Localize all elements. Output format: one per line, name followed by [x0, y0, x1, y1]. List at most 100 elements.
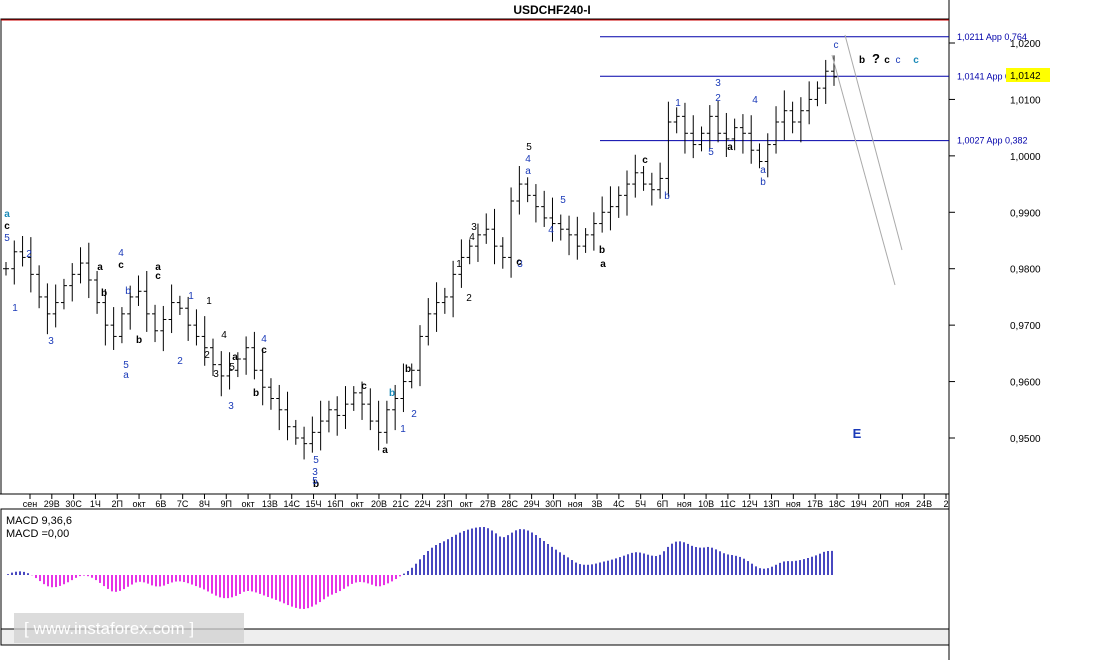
price-bar — [681, 102, 688, 154]
price-bar — [251, 331, 258, 380]
time-tick-label: 3В — [592, 499, 603, 509]
time-tick-label: 6П — [657, 499, 668, 509]
price-bar — [483, 213, 490, 244]
wave-label: a — [123, 370, 129, 381]
price-bar — [715, 100, 722, 143]
wave-label: E — [853, 426, 862, 441]
price-bar — [640, 166, 647, 191]
price-bar — [375, 400, 382, 451]
macd-label-params: MACD 9,36,6 — [6, 515, 72, 527]
time-tick-label: 23П — [436, 499, 452, 509]
wave-label: a — [97, 262, 103, 273]
wave-label: c — [834, 40, 839, 51]
wave-label: a — [760, 165, 766, 176]
time-tick-label: 30П — [545, 499, 561, 509]
macd-label-value: MACD =0,00 — [6, 528, 69, 540]
time-tick-label: 16П — [327, 499, 343, 509]
price-bar — [797, 97, 804, 143]
wave-label: b — [389, 388, 395, 399]
price-tick-label: 0,9700 — [1010, 321, 1041, 332]
wave-label: 3 — [312, 467, 318, 478]
wave-label: a — [727, 142, 733, 153]
time-tick-label: ноя — [677, 499, 692, 509]
price-bar — [549, 197, 556, 242]
time-tick-label: 30С — [65, 499, 82, 509]
price-bar — [259, 349, 266, 406]
time-tick-label: 20П — [872, 499, 888, 509]
price-bar — [85, 242, 92, 299]
time-tick-label: 17В — [807, 499, 823, 509]
time-tick-label: 22Ч — [415, 499, 431, 509]
time-tick-label: 28С — [502, 499, 519, 509]
wave-label: b — [859, 55, 865, 66]
time-tick-label: 2П — [111, 499, 122, 509]
price-bar — [789, 101, 796, 134]
price-bar — [226, 352, 233, 390]
wave-label: b — [253, 388, 259, 399]
wave-label: c — [118, 260, 124, 271]
time-tick-label: 27В — [480, 499, 496, 509]
wave-label: a — [525, 166, 531, 177]
wave-label: 5 — [313, 455, 319, 466]
price-bar — [615, 186, 622, 218]
time-tick-label: 24В — [916, 499, 932, 509]
price-bar — [706, 105, 713, 150]
wave-label: b — [599, 245, 605, 256]
time-tick-label: 14С — [283, 499, 300, 509]
time-tick-label: 10В — [698, 499, 714, 509]
price-bar — [474, 223, 481, 262]
time-tick-label: 9П — [221, 499, 232, 509]
time-tick-label: 20В — [371, 499, 387, 509]
price-bar — [44, 283, 51, 335]
price-bar — [648, 172, 655, 206]
current-price-box — [1006, 68, 1050, 82]
wave-label: 2 — [26, 249, 32, 260]
price-bar — [417, 325, 423, 387]
time-tick-label: 4С — [613, 499, 625, 509]
price-bar — [739, 114, 746, 154]
price-bar — [557, 214, 564, 241]
time-tick-label: 21С — [393, 499, 410, 509]
price-bar — [731, 118, 738, 151]
wave-label: 4 — [221, 330, 227, 341]
price-tick-label: 0,9600 — [1010, 378, 1041, 389]
price-bar — [267, 378, 274, 410]
price-bar — [3, 261, 9, 276]
wave-label: 3 — [715, 78, 721, 89]
price-bar — [383, 400, 390, 444]
price-bar — [582, 228, 589, 253]
chart-title: USDCHF240-I — [513, 3, 590, 17]
price-bar — [392, 384, 399, 431]
price-bar — [27, 237, 34, 293]
time-tick-label: 13П — [763, 499, 779, 509]
price-bar — [334, 396, 341, 436]
time-tick-label: 11С — [720, 499, 736, 509]
price-bar — [673, 107, 680, 134]
price-bar — [574, 216, 581, 260]
price-tick-label: 1,0100 — [1010, 95, 1041, 106]
wave-label: c — [913, 55, 919, 66]
time-tick-label: ноя — [568, 499, 583, 509]
price-bar — [408, 363, 415, 389]
price-bar — [11, 240, 18, 285]
wave-label: 2 — [177, 356, 183, 367]
wave-label: 1 — [456, 259, 462, 270]
wave-label: c — [896, 55, 901, 66]
projection-line-1 — [831, 54, 896, 286]
time-axis: сен 29В 30С 1Ч 2П окт 6В 7С 8Ч 9П окт 13В 14С 15Ч 16П о… — [23, 494, 949, 509]
time-tick-label: 8Ч — [199, 499, 210, 509]
price-bar — [590, 212, 597, 251]
wave-label: 5 — [123, 360, 129, 371]
wave-label: 1 — [188, 291, 194, 302]
price-bar — [342, 386, 349, 429]
wave-label: a — [232, 352, 238, 363]
wave-label: 2 — [466, 293, 472, 304]
time-tick-label: ноя — [895, 499, 910, 509]
time-tick-label: 7С — [177, 499, 189, 509]
price-bar — [806, 81, 813, 125]
wave-labels: ac5123ab4c5abcab121234a53b4c53b5cba1b212… — [4, 40, 919, 490]
price-bar — [491, 208, 498, 265]
price-bar — [218, 351, 225, 397]
price-bar — [243, 336, 250, 375]
